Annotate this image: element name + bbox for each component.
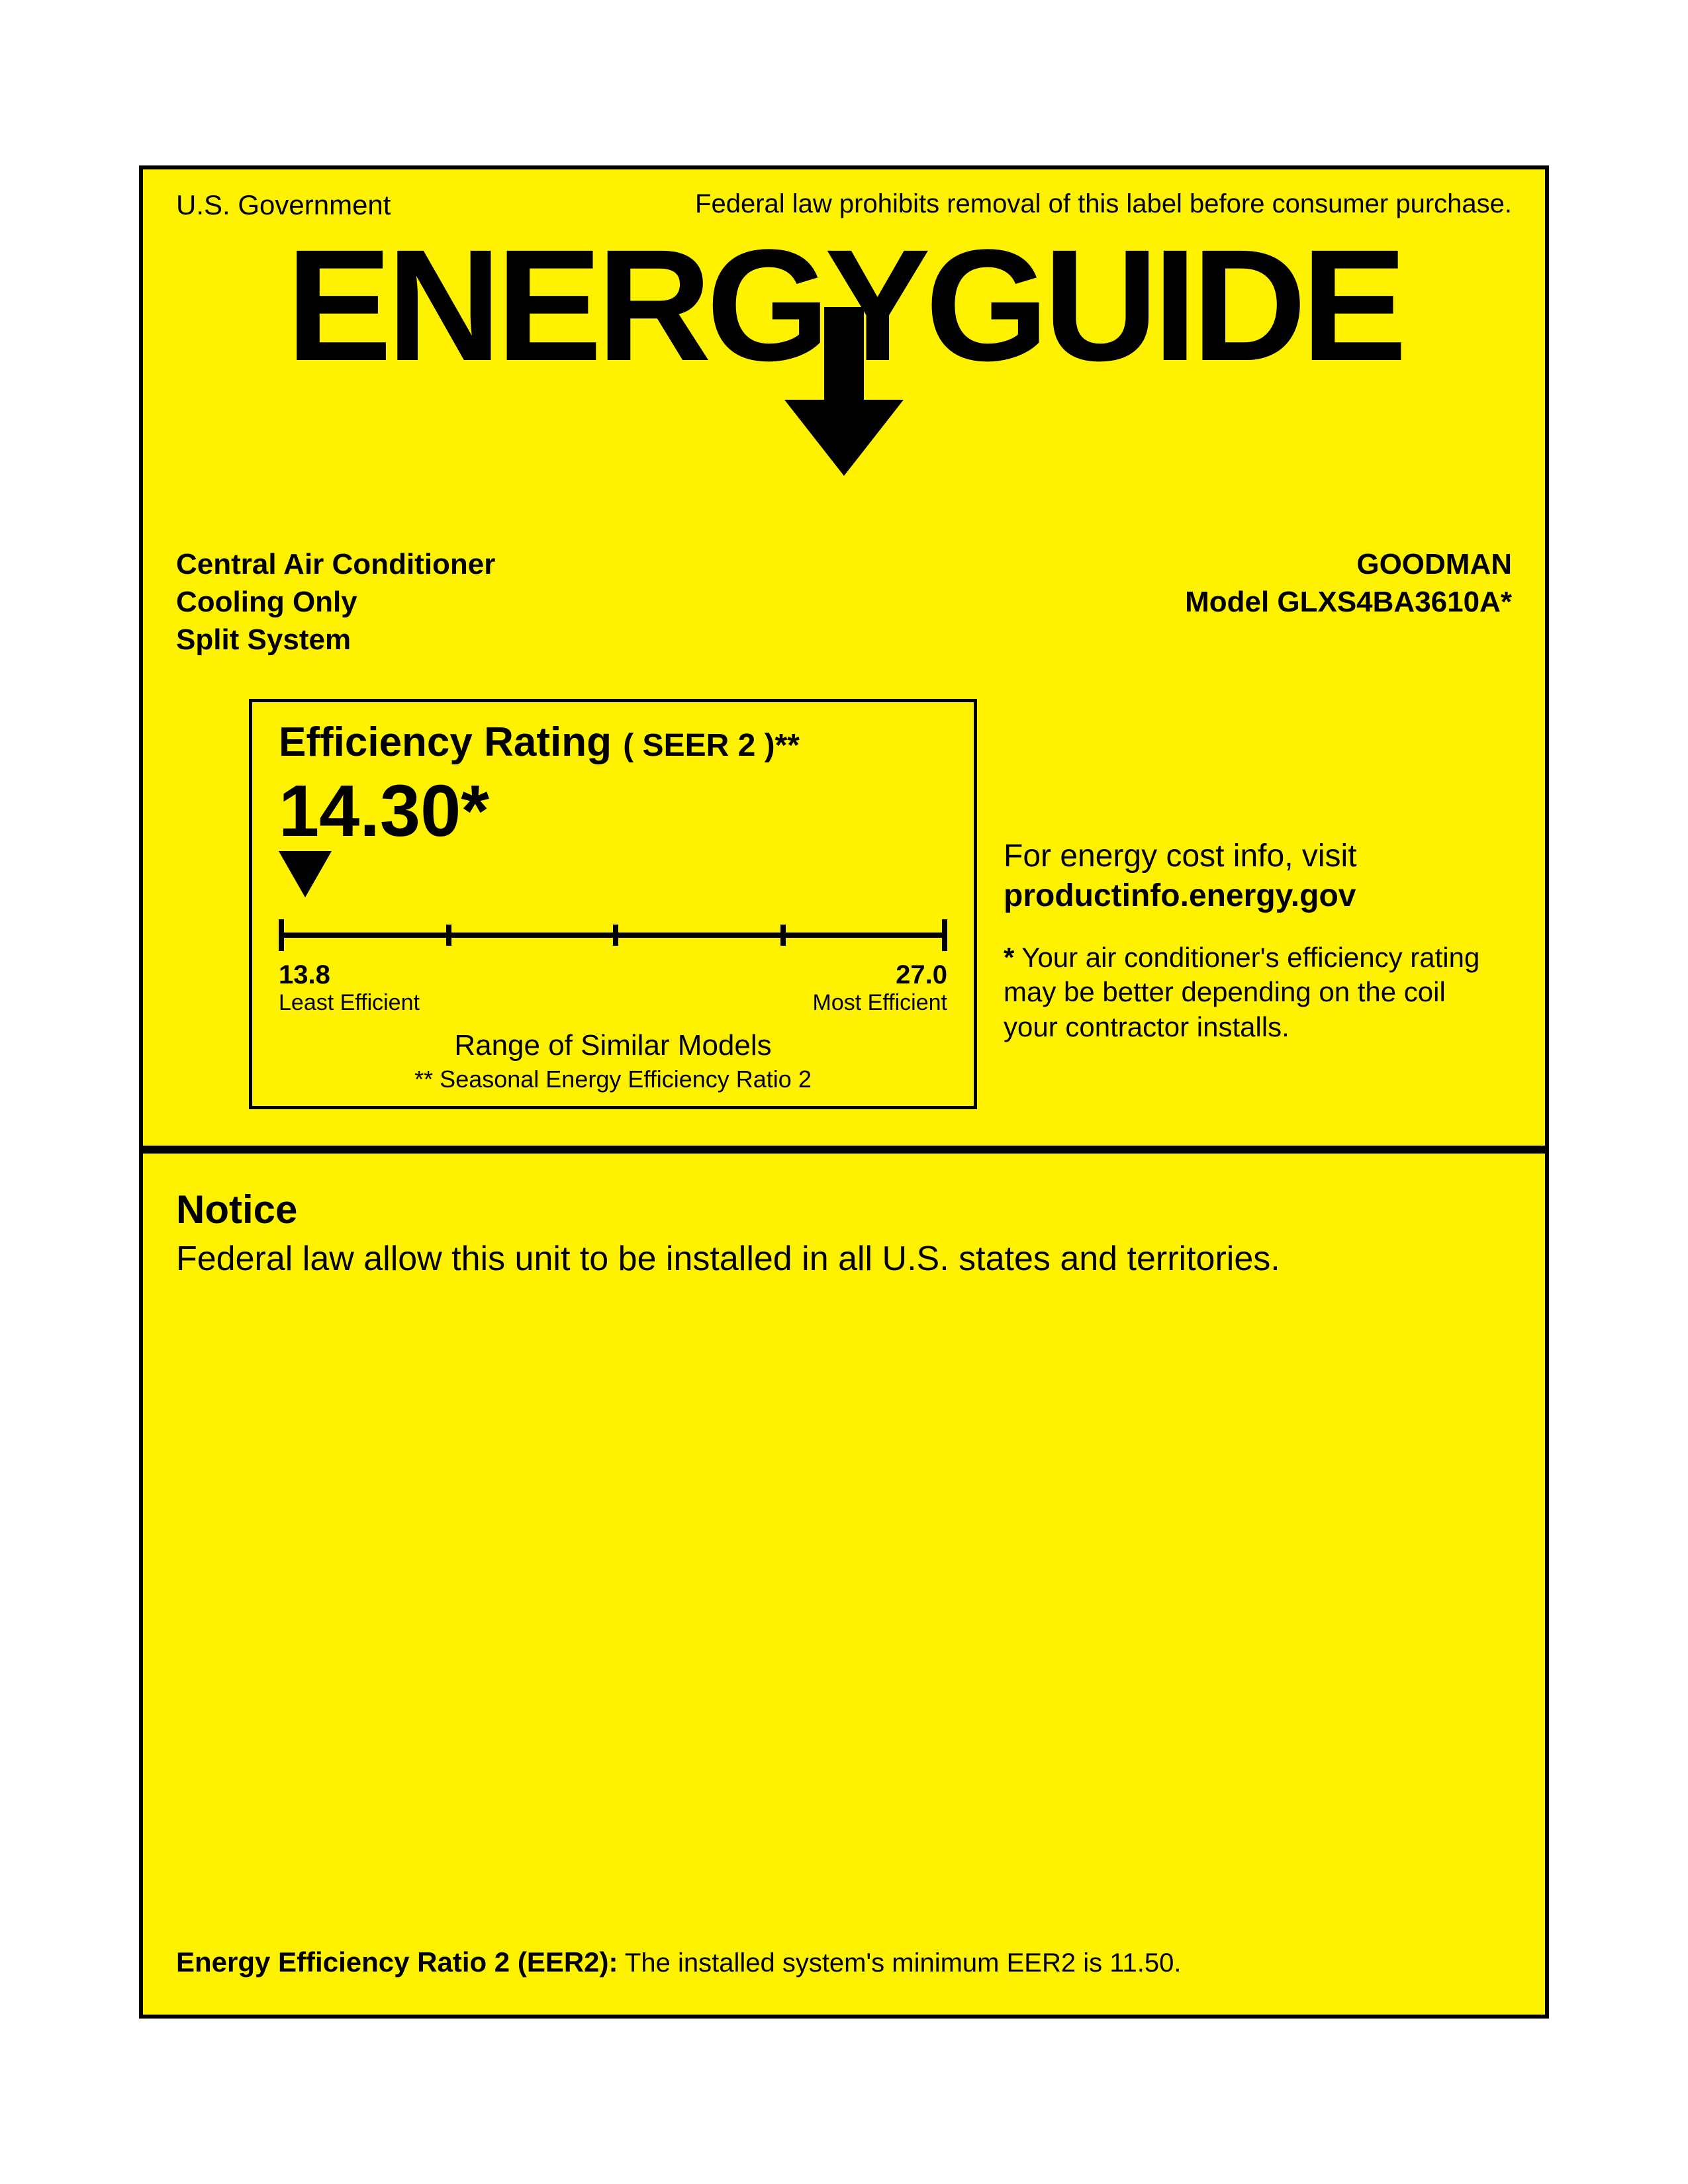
notice-section: Notice Federal law allow this unit to be…: [143, 1154, 1545, 1279]
notice-body: Federal law allow this unit to be instal…: [176, 1239, 1512, 1279]
pointer-triangle-icon: [279, 851, 332, 897]
rating-title-sub: ( SEER 2 )**: [623, 728, 800, 763]
footer-text: The installed system's minimum EER2 is 1…: [625, 1948, 1182, 1978]
federal-notice: Federal law prohibits removal of this la…: [695, 189, 1512, 221]
header-row: U.S. Government Federal law prohibits re…: [143, 169, 1545, 221]
scale-tick: [446, 925, 451, 946]
efficiency-rating-box: Efficiency Rating ( SEER 2 )** 14.30* 13…: [249, 699, 977, 1109]
scale-labels: 13.8 Least Efficient 27.0 Most Efficient: [279, 960, 947, 1016]
note-star: *: [1004, 942, 1014, 973]
efficiency-note: * Your air conditioner's efficiency rati…: [1004, 940, 1499, 1045]
scale-max-value: 27.0: [813, 960, 947, 990]
scale-tick-end: [942, 919, 947, 951]
section-divider: [143, 1146, 1545, 1154]
mid-section: Efficiency Rating ( SEER 2 )** 14.30* 13…: [143, 679, 1545, 1109]
product-line1: Central Air Conditioner: [176, 545, 495, 583]
scale-tick: [780, 925, 786, 946]
product-line2: Cooling Only: [176, 583, 495, 621]
product-brand-model: GOODMAN Model GLXS4BA3610A*: [1185, 545, 1512, 659]
scale-min-value: 13.8: [279, 960, 420, 990]
scale-tick-start: [279, 919, 284, 951]
scale-min: 13.8 Least Efficient: [279, 960, 420, 1016]
rating-title-main: Efficiency Rating: [279, 719, 612, 765]
range-label: Range of Similar Models: [279, 1029, 947, 1062]
footer-bold: Energy Efficiency Ratio 2 (EER2):: [176, 1946, 618, 1978]
side-info: For energy cost info, visit productinfo.…: [1004, 699, 1512, 1109]
scale-tick: [613, 925, 618, 946]
scale-max-label: Most Efficient: [813, 990, 947, 1016]
seer-footnote: ** Seasonal Energy Efficiency Ratio 2: [279, 1066, 947, 1093]
rating-title: Efficiency Rating ( SEER 2 )**: [279, 719, 947, 766]
notice-title: Notice: [176, 1187, 1512, 1232]
product-row: Central Air Conditioner Cooling Only Spl…: [143, 545, 1545, 659]
scale-max: 27.0 Most Efficient: [813, 960, 947, 1016]
brand-name: GOODMAN: [1185, 545, 1512, 583]
rating-value: 14.30*: [279, 769, 947, 853]
product-description: Central Air Conditioner Cooling Only Spl…: [176, 545, 495, 659]
model-number: Model GLXS4BA3610A*: [1185, 583, 1512, 621]
logo-area: ENERGYGUIDE: [143, 228, 1545, 466]
gov-text: U.S. Government: [176, 189, 391, 221]
product-line3: Split System: [176, 621, 495, 659]
scale-line: [279, 919, 947, 959]
arrow-down-icon: [771, 307, 917, 479]
note-text: Your air conditioner's efficiency rating…: [1004, 942, 1479, 1042]
energyguide-label: U.S. Government Federal law prohibits re…: [139, 165, 1549, 2019]
cost-info-url: productinfo.energy.gov: [1004, 878, 1499, 914]
cost-info-line1: For energy cost info, visit: [1004, 838, 1499, 874]
scale-min-label: Least Efficient: [279, 990, 420, 1016]
footer-line: Energy Efficiency Ratio 2 (EER2): The in…: [176, 1946, 1512, 1978]
